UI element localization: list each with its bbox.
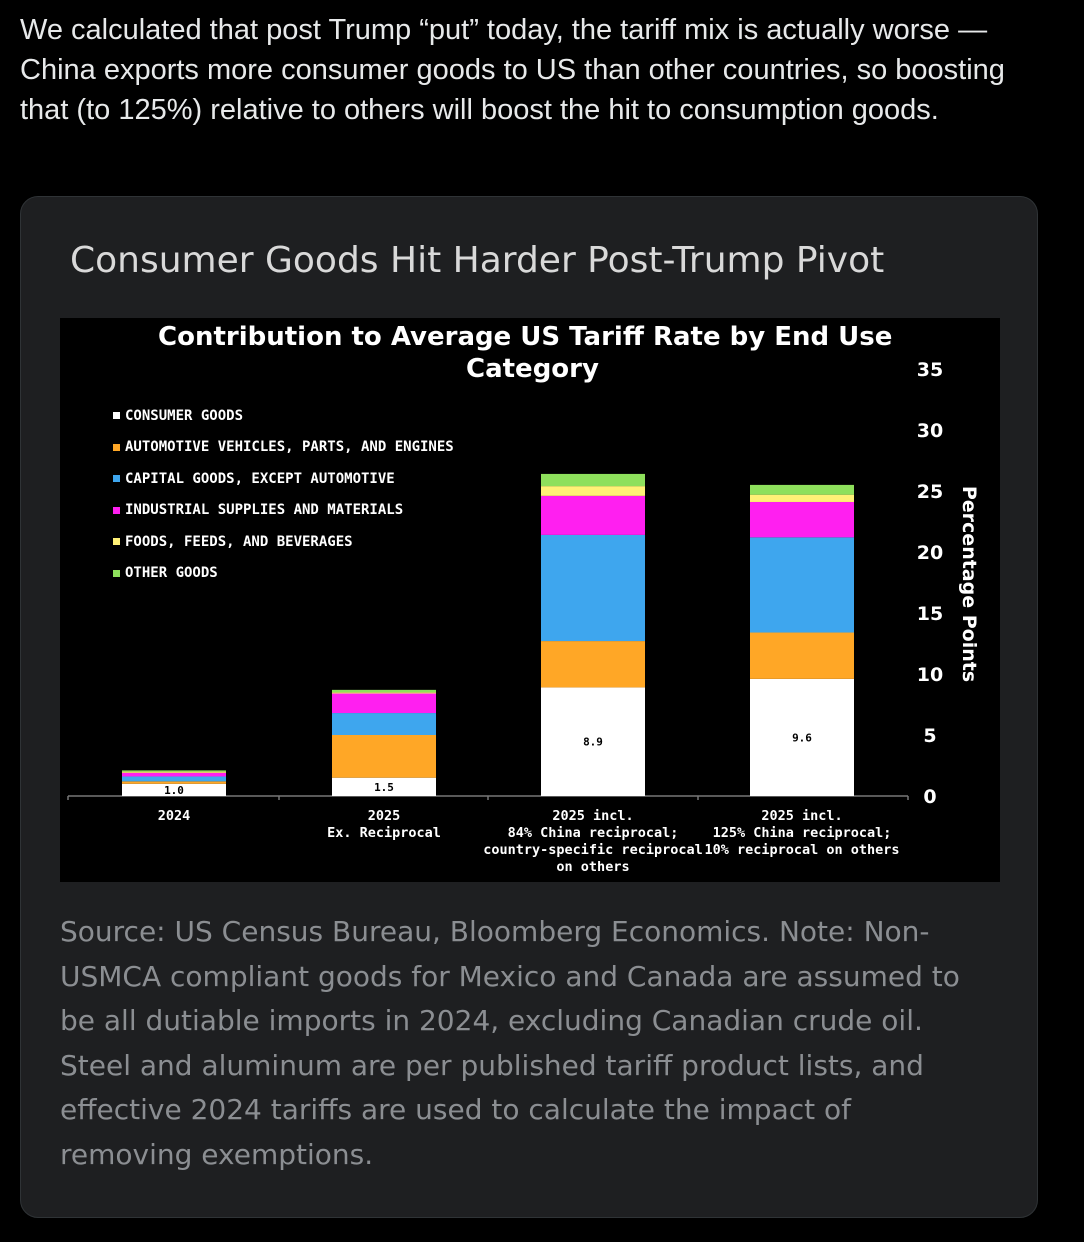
- x-category-label: 2024: [158, 808, 191, 824]
- legend-swatch: [113, 443, 120, 451]
- y-axis-label: Percentage Points: [958, 486, 980, 682]
- legend-swatch: [113, 475, 120, 483]
- bar-segment: [332, 713, 436, 735]
- bar-segment: [541, 486, 645, 496]
- chart-legend: CONSUMER GOODS AUTOMOTIVE VEHICLES, PARTS…: [113, 400, 454, 589]
- bar-segment: [332, 777, 436, 796]
- y-tick-label: 10: [917, 664, 943, 686]
- legend-label: FOODS, FEEDS, AND BEVERAGES: [125, 533, 353, 550]
- x-category-label: 10% reciprocal on others: [704, 842, 899, 858]
- bar-segment: [122, 781, 226, 784]
- bar-segment: [332, 693, 436, 714]
- bar-segment: [332, 692, 436, 694]
- bar-segment: [750, 494, 854, 502]
- bar-segment: [332, 689, 436, 693]
- chart-area: 1.0 1.5 8.9 9.6 0 5 10 15 20 25 30 35 Percentage Poi…: [60, 318, 1000, 882]
- x-category-label: country-specific reciprocal: [483, 842, 702, 858]
- bar-segment: [122, 783, 226, 796]
- y-tick-label: 15: [917, 603, 943, 625]
- bar-data-label: 1.5: [374, 781, 394, 794]
- x-category-label: 2025 incl.: [552, 808, 633, 824]
- card-title: Consumer Goods Hit Harder Post-Trump Piv…: [70, 240, 885, 281]
- legend-label: CAPITAL GOODS, EXCEPT AUTOMOTIVE: [125, 470, 395, 487]
- bar-data-label: 9.6: [792, 731, 812, 744]
- legend-swatch: [113, 538, 120, 546]
- legend-label: CONSUMER GOODS: [125, 407, 244, 424]
- bar-segment: [750, 632, 854, 679]
- y-tick-label: 25: [917, 481, 943, 503]
- chart-title-line1: Contribution to Average US Tariff Rate b…: [158, 322, 893, 352]
- x-category-label: on others: [556, 859, 629, 875]
- bar-segment: [750, 501, 854, 538]
- bar-segment: [122, 770, 226, 772]
- bar-segment: [122, 776, 226, 782]
- legend-item: CONSUMER GOODS: [113, 400, 454, 432]
- y-tick-label: 5: [923, 725, 936, 747]
- legend-label: INDUSTRIAL SUPPLIES AND MATERIALS: [125, 502, 404, 519]
- bar-segment: [750, 678, 854, 796]
- legend-swatch: [113, 506, 120, 514]
- bar-segment: [332, 735, 436, 778]
- legend-label: AUTOMOTIVE VEHICLES, PARTS, AND ENGINES: [125, 439, 454, 456]
- x-category-label: 84% China reciprocal;: [508, 825, 679, 841]
- x-category-label: 125% China reciprocal;: [713, 825, 892, 841]
- bar-data-label: 8.9: [583, 736, 603, 749]
- x-category-label: 2025: [368, 808, 401, 824]
- legend-label: OTHER GOODS: [125, 565, 218, 582]
- bar-segment: [541, 534, 645, 642]
- bar-data-label: 1.0: [164, 784, 184, 797]
- bar-segment: [122, 771, 226, 773]
- bar-segment: [541, 687, 645, 796]
- legend-item: INDUSTRIAL SUPPLIES AND MATERIALS: [113, 495, 454, 527]
- y-tick-label: 0: [923, 786, 936, 808]
- chart-title-line2: Category: [466, 354, 599, 384]
- legend-swatch: [113, 569, 120, 577]
- bar-segment: [541, 473, 645, 487]
- legend-item: FOODS, FEEDS, AND BEVERAGES: [113, 526, 454, 558]
- legend-item: OTHER GOODS: [113, 558, 454, 590]
- legend-swatch: [113, 412, 120, 420]
- bar-segment: [750, 484, 854, 495]
- bar-segment: [541, 641, 645, 688]
- bar-segment: [541, 495, 645, 535]
- bar-segment: [122, 772, 226, 777]
- x-category-label: 2025 incl.: [761, 808, 842, 824]
- y-tick-label: 35: [917, 359, 943, 381]
- y-tick-label: 20: [917, 542, 943, 564]
- tweet-text: We calculated that post Trump “put” toda…: [20, 14, 1005, 126]
- x-category-label: Ex. Reciprocal: [327, 825, 441, 841]
- y-tick-label: 30: [917, 420, 943, 442]
- legend-item: AUTOMOTIVE VEHICLES, PARTS, AND ENGINES: [113, 432, 454, 464]
- legend-item: CAPITAL GOODS, EXCEPT AUTOMOTIVE: [113, 463, 454, 495]
- card-source-note: Source: US Census Bureau, Bloomberg Econ…: [60, 915, 960, 1171]
- bar-segment: [750, 537, 854, 633]
